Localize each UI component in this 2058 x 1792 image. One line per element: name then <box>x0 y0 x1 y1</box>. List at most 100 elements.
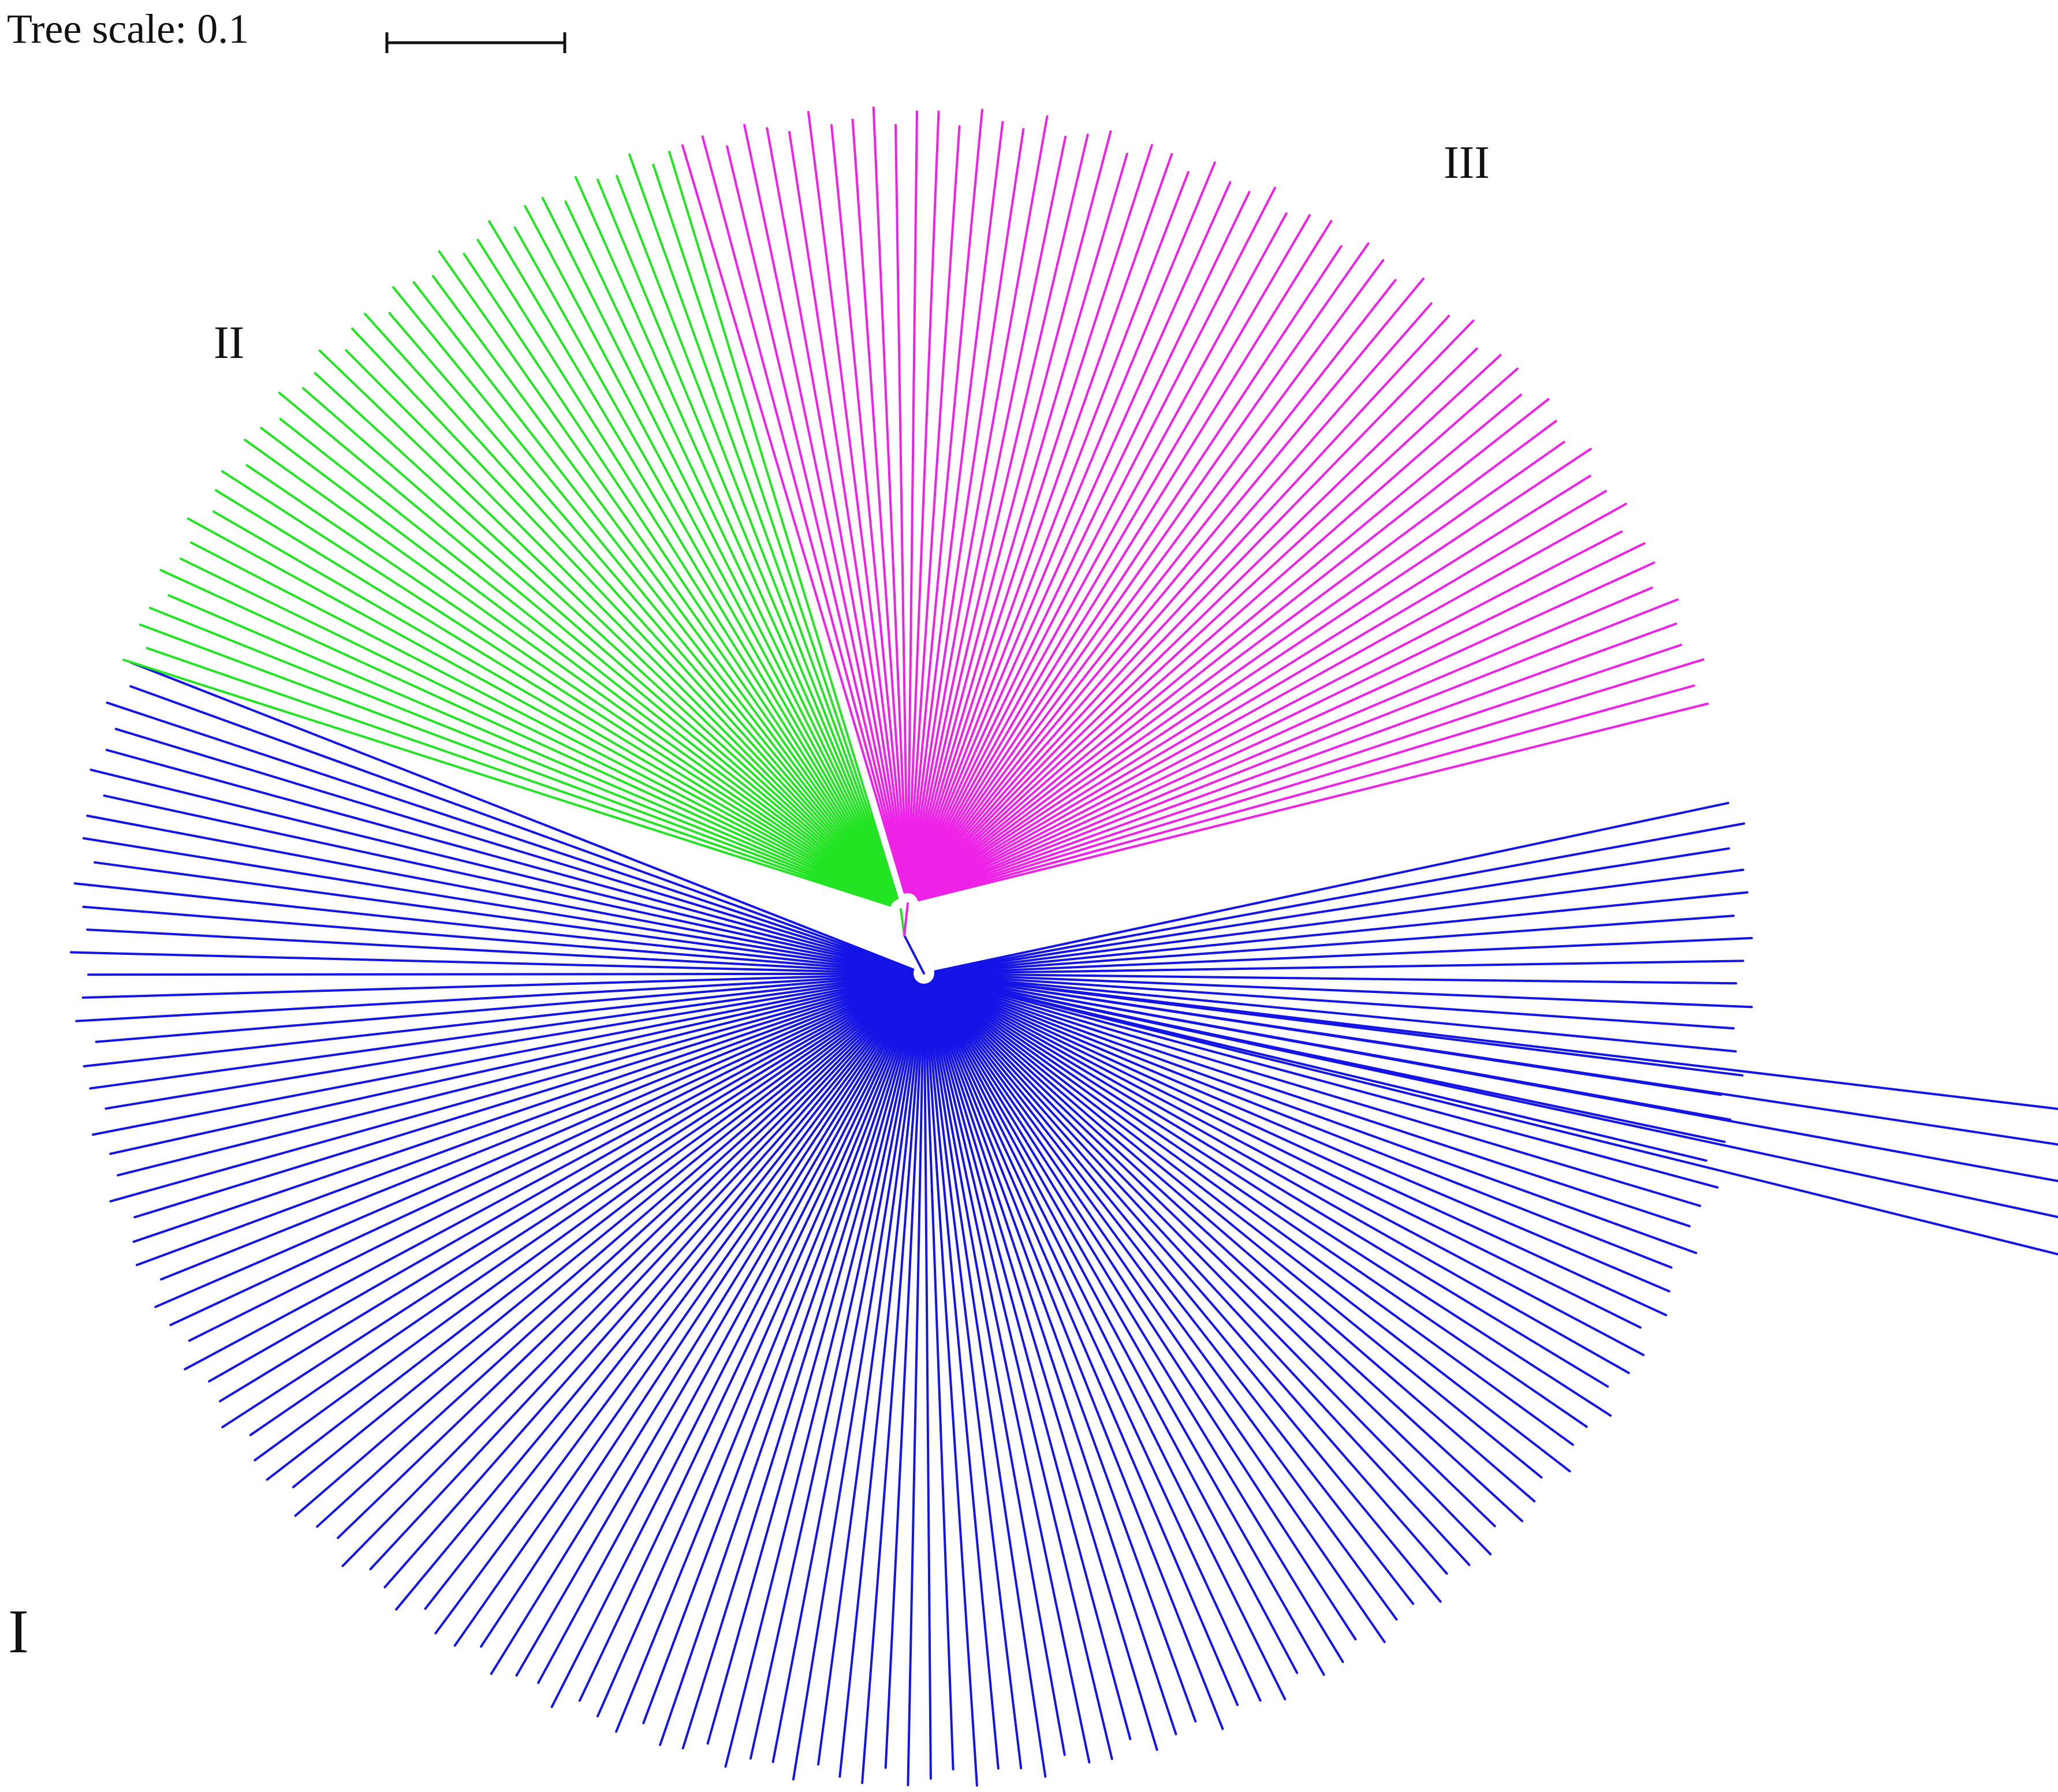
branch-iii-42 <box>909 133 1089 894</box>
branch-iii-9 <box>916 542 1646 899</box>
branch-i-14 <box>69 951 914 975</box>
branch-i-117 <box>934 976 1702 1207</box>
branch-ii-3 <box>628 153 898 900</box>
branch-iii-38 <box>910 152 1173 894</box>
branch-i-37 <box>249 979 916 1436</box>
clade-label-i: I <box>8 1597 29 1666</box>
branch-ii-7 <box>564 200 897 900</box>
branch-iii-15 <box>915 440 1565 898</box>
branch-i-77 <box>924 983 1047 1778</box>
branch-i-102 <box>931 980 1536 1503</box>
branch-i-115 <box>933 976 1698 1255</box>
branch-ii-21 <box>345 349 894 902</box>
branch-i-4 <box>114 727 914 972</box>
branch-i-27 <box>132 976 915 1243</box>
branch-ii-35 <box>180 557 892 905</box>
branch-iii-59 <box>726 145 907 894</box>
branch-i-126 <box>934 973 1753 1009</box>
branch-i-10 <box>94 861 914 973</box>
branch-i-83 <box>926 983 1177 1735</box>
branch-ii-8 <box>541 196 897 901</box>
branch-i-69 <box>861 984 924 1784</box>
branch-ii-37 <box>167 594 892 906</box>
branch-i-3 <box>106 701 914 972</box>
branch-ii-9 <box>524 205 897 901</box>
branch-i-91 <box>929 982 1344 1663</box>
branch-iii-8 <box>916 561 1656 899</box>
branch-i-108 <box>932 978 1609 1388</box>
branch-iii-13 <box>916 475 1591 898</box>
branch-iii-28 <box>912 242 1370 895</box>
branch-ii-26 <box>279 417 893 904</box>
branch-i-11 <box>73 882 914 974</box>
branch-ii-16 <box>412 281 895 901</box>
branch-i-101 <box>931 980 1523 1522</box>
branch-i-92 <box>929 981 1357 1641</box>
branch-iii-30 <box>912 219 1333 895</box>
stem-clade-iii <box>903 902 909 936</box>
branch-i-21 <box>105 974 914 1110</box>
branch-ii-18 <box>388 312 895 902</box>
branch-iii-22 <box>914 319 1475 897</box>
branch-ii-20 <box>351 327 894 902</box>
branch-iii-1 <box>918 703 1709 902</box>
branch-iii-17 <box>915 398 1550 897</box>
branch-i-59 <box>642 983 922 1724</box>
branch-ii-36 <box>159 569 892 905</box>
branch-ii-31 <box>215 489 893 904</box>
branch-i-78 <box>924 983 1066 1756</box>
branch-i-66 <box>792 983 924 1780</box>
branch-i-93 <box>929 981 1386 1644</box>
branch-i-15 <box>87 972 914 976</box>
branch-i-96 <box>930 981 1442 1603</box>
branch-ii-41 <box>122 658 892 907</box>
branch-i-111 <box>933 977 1642 1329</box>
branch-ii-32 <box>212 510 892 905</box>
branch-iii-51 <box>894 124 909 893</box>
branch-iii-25 <box>914 277 1425 896</box>
branch-i-28 <box>136 976 915 1267</box>
clade-stems <box>900 902 925 975</box>
branch-i-68 <box>838 983 924 1778</box>
branch-i-long-2 <box>934 975 2058 1219</box>
branch-iii-43 <box>908 136 1067 894</box>
branch-i-110 <box>933 977 1645 1356</box>
branch-iii-27 <box>913 259 1385 895</box>
branch-i-34 <box>208 978 915 1383</box>
branch-i-52 <box>490 982 919 1675</box>
branch-iii-58 <box>743 124 907 894</box>
branch-iii-11 <box>916 502 1627 899</box>
branch-i-106 <box>932 979 1588 1428</box>
branch-i-63 <box>724 983 923 1768</box>
branch-iii-52 <box>872 106 909 893</box>
branch-ii-34 <box>190 541 892 905</box>
branch-iii-34 <box>911 191 1251 894</box>
branch-ii-29 <box>245 464 893 904</box>
branch-i-133 <box>934 847 1731 973</box>
branch-ii-38 <box>148 607 892 906</box>
branch-ii-28 <box>244 438 893 904</box>
branch-ii-24 <box>301 387 894 903</box>
clade-i-branches <box>69 661 2058 1787</box>
branch-i-100 <box>931 980 1496 1528</box>
branch-i-57 <box>596 983 921 1718</box>
branch-i-47 <box>395 981 918 1611</box>
branch-iii-40 <box>909 152 1128 894</box>
stem-clade-i <box>903 934 925 975</box>
branch-i-12 <box>82 905 914 974</box>
clade-ii-branches <box>122 150 899 907</box>
branch-ii-19 <box>364 312 894 902</box>
branch-iii-31 <box>912 214 1311 895</box>
branch-i-132 <box>934 868 1744 974</box>
branch-iii-44 <box>908 115 1049 894</box>
branch-iii-36 <box>911 161 1216 894</box>
branch-i-25 <box>109 976 914 1203</box>
branch-i-38 <box>253 979 916 1462</box>
branch-i-97 <box>930 981 1448 1575</box>
branch-i-32 <box>188 977 915 1342</box>
branch-ii-6 <box>574 176 897 900</box>
branch-i-56 <box>578 983 920 1702</box>
branch-ii-30 <box>221 470 893 904</box>
tree-scale: Tree scale: 0.1 <box>7 6 566 53</box>
